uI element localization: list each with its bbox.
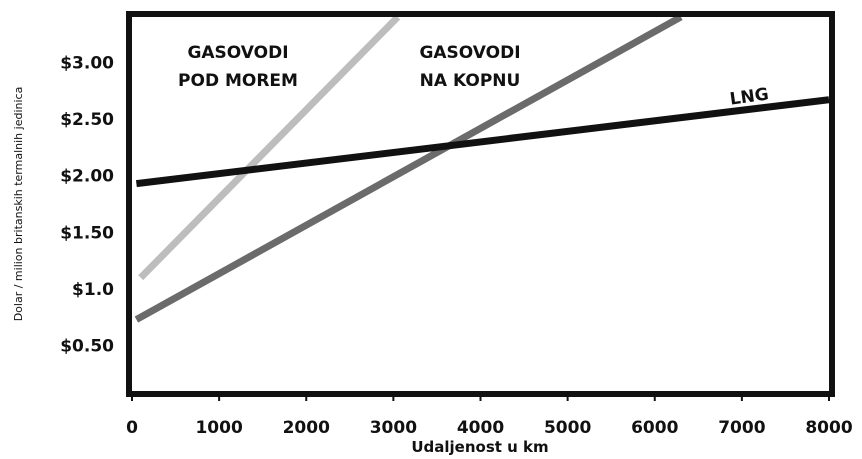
x-axis-ticks: 0 1000 2000 3000 4000 5000 6000 7000 8000 <box>126 394 853 438</box>
series-line-3 <box>135 96 829 188</box>
x-tick-label: 7000 <box>718 418 765 438</box>
x-tick-label: 5000 <box>544 418 591 438</box>
x-tick-label: 0 <box>126 418 138 438</box>
x-tick-label: 6000 <box>631 418 678 438</box>
y-tick-label: $1.0 <box>72 280 114 300</box>
y-tick-label: $2.00 <box>60 167 114 187</box>
y-tick-label: $0.50 <box>60 337 114 357</box>
y-axis-ticks: $0.50 $1.0 $1.50 $2.00 $2.50 $3.00 <box>60 53 114 356</box>
series-layer <box>134 17 829 323</box>
x-tick-label: 4000 <box>457 418 504 438</box>
y-tick-label: $1.50 <box>60 223 114 243</box>
x-axis-title: Udaljenost u km <box>411 438 548 456</box>
series-label-2: GASOVODI NA KOPNU <box>419 43 520 91</box>
series-label-1: GASOVODI POD MOREM <box>178 43 298 91</box>
x-tick-label: 1000 <box>195 418 242 438</box>
y-tick-label: $2.50 <box>60 110 114 130</box>
series-line-2 <box>134 17 683 323</box>
y-tick-label: $3.00 <box>60 53 114 73</box>
x-tick-label: 3000 <box>370 418 417 438</box>
x-tick-label: 2000 <box>283 418 330 438</box>
series-line-1 <box>138 17 401 281</box>
y-axis-title: Dolar / milion britanskih termalnih jedi… <box>12 87 25 322</box>
x-tick-label: 8000 <box>805 418 852 438</box>
